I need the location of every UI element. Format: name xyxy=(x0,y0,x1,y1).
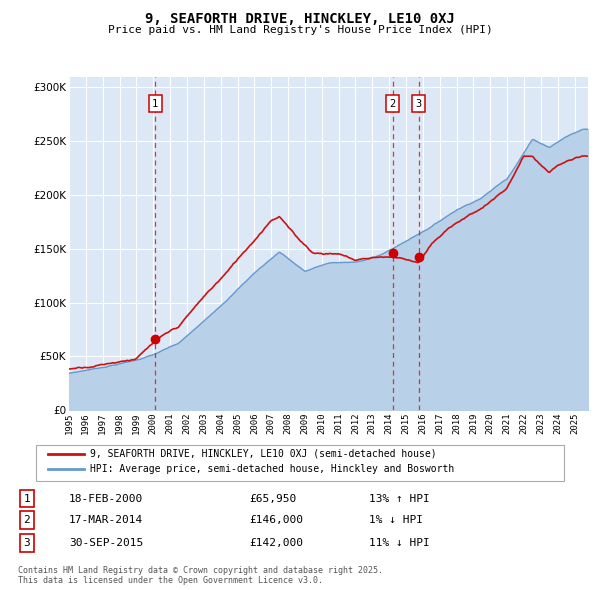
Text: 3: 3 xyxy=(23,538,31,548)
Text: 30-SEP-2015: 30-SEP-2015 xyxy=(69,538,143,548)
Text: 1% ↓ HPI: 1% ↓ HPI xyxy=(369,516,423,525)
Text: 17-MAR-2014: 17-MAR-2014 xyxy=(69,516,143,525)
Text: Contains HM Land Registry data © Crown copyright and database right 2025.
This d: Contains HM Land Registry data © Crown c… xyxy=(18,566,383,585)
Text: £142,000: £142,000 xyxy=(249,538,303,548)
Text: £65,950: £65,950 xyxy=(249,494,296,503)
Text: HPI: Average price, semi-detached house, Hinckley and Bosworth: HPI: Average price, semi-detached house,… xyxy=(90,464,454,474)
Text: 2: 2 xyxy=(389,99,396,109)
Text: Price paid vs. HM Land Registry's House Price Index (HPI): Price paid vs. HM Land Registry's House … xyxy=(107,25,493,35)
Text: 13% ↑ HPI: 13% ↑ HPI xyxy=(369,494,430,503)
Text: 2: 2 xyxy=(23,516,31,525)
Text: 1: 1 xyxy=(23,494,31,503)
Text: 1: 1 xyxy=(152,99,158,109)
Text: 3: 3 xyxy=(416,99,422,109)
Text: 9, SEAFORTH DRIVE, HINCKLEY, LE10 0XJ (semi-detached house): 9, SEAFORTH DRIVE, HINCKLEY, LE10 0XJ (s… xyxy=(90,449,437,458)
Text: 9, SEAFORTH DRIVE, HINCKLEY, LE10 0XJ: 9, SEAFORTH DRIVE, HINCKLEY, LE10 0XJ xyxy=(145,12,455,26)
Text: £146,000: £146,000 xyxy=(249,516,303,525)
Text: 11% ↓ HPI: 11% ↓ HPI xyxy=(369,538,430,548)
Text: 18-FEB-2000: 18-FEB-2000 xyxy=(69,494,143,503)
